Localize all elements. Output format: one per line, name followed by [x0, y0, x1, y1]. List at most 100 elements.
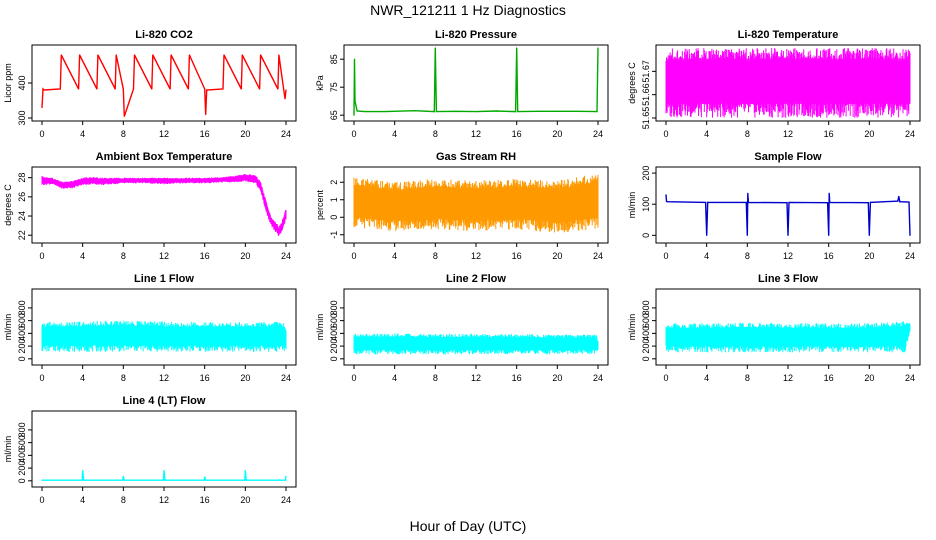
panel-9: Line 3 Flow ml/min 0 4 8 12 16 20 24 0 20040060080… [627, 273, 921, 383]
y-axis-label: ml/min [3, 436, 13, 463]
data-point [898, 195, 900, 198]
panel-2: Li-820 Pressure kPa 0 4 8 12 16 20 24 65 75 85 [315, 29, 609, 139]
data-point [897, 200, 899, 202]
data-point [556, 110, 558, 112]
data-point [354, 100, 356, 102]
data-point [114, 88, 116, 90]
panel-title: Line 2 Flow [446, 273, 506, 285]
data-point [746, 234, 748, 236]
y-axis-label: ml/min [315, 314, 325, 341]
data-layer [665, 321, 911, 353]
y-tick-label: 400 [17, 75, 27, 90]
y-tick-label: 51.66 [641, 83, 651, 106]
data-point [132, 88, 135, 90]
data-point [829, 201, 831, 203]
x-tick-label: 16 [512, 129, 522, 139]
x-tick-label: 24 [593, 129, 603, 139]
x-tick-label: 4 [80, 373, 85, 383]
data-point [152, 54, 154, 56]
data-point [59, 88, 61, 90]
x-tick-label: 8 [433, 251, 438, 261]
data-point [414, 110, 416, 112]
data-point [204, 88, 206, 90]
data-point [597, 47, 599, 49]
data-point [353, 114, 355, 116]
data-point [123, 115, 125, 117]
data-point [79, 54, 81, 56]
x-tick-label: 20 [240, 495, 250, 505]
x-tick-label: 16 [200, 373, 210, 383]
panel-title: Li-820 Pressure [435, 29, 517, 41]
x-tick-label: 20 [552, 373, 562, 383]
panel-title: Line 4 (LT) Flow [123, 395, 206, 407]
data-point [435, 110, 437, 113]
panel-6: Sample Flow ml/min 0 4 8 12 16 20 24 0 100 200 [627, 151, 921, 261]
data-point [284, 479, 287, 481]
data-point [515, 110, 517, 113]
data-point [786, 202, 788, 204]
data-point [475, 110, 477, 113]
y-axis-label: Licor ppm [3, 63, 13, 103]
x-tick-label: 0 [351, 373, 356, 383]
data-layer [41, 320, 287, 352]
data-layer [665, 48, 911, 118]
x-tick-label: 20 [864, 373, 874, 383]
data-point [827, 202, 829, 204]
data-point [151, 88, 153, 90]
x-tick-label: 24 [905, 251, 915, 261]
x-tick-label: 12 [159, 251, 169, 261]
data-point [244, 470, 246, 472]
data-point [163, 470, 165, 472]
y-axis-label: ml/min [3, 314, 13, 341]
data-point [867, 202, 869, 204]
y-tick-label: 600 [17, 435, 27, 450]
data-point [162, 479, 165, 481]
x-tick-label: 20 [240, 251, 250, 261]
panel-8: Line 2 Flow ml/min 0 4 8 12 16 20 24 0 20040060080… [315, 273, 609, 383]
data-point [169, 88, 171, 90]
x-tick-label: 12 [783, 129, 793, 139]
x-tick-label: 8 [745, 373, 750, 383]
x-tick-label: 12 [783, 373, 793, 383]
data-point [707, 201, 709, 203]
data-point [223, 54, 225, 56]
y-tick-label: -1 [329, 231, 339, 239]
data-point [96, 88, 98, 90]
x-tick-label: 16 [200, 495, 210, 505]
x-tick-label: 0 [39, 129, 44, 139]
data-point [495, 110, 497, 112]
data-point [170, 54, 172, 56]
y-tick-label: 24 [17, 211, 27, 221]
y-axis-label: ml/min [627, 192, 637, 219]
x-tick-label: 16 [512, 373, 522, 383]
data-point [665, 194, 667, 196]
data-point [133, 54, 136, 56]
data-point [41, 479, 43, 481]
x-tick-label: 20 [240, 129, 250, 139]
y-tick-label: 400 [329, 326, 339, 341]
data-point [206, 89, 208, 91]
data-point [205, 113, 207, 116]
y-tick-label: 600 [641, 313, 651, 328]
x-tick-label: 8 [121, 495, 126, 505]
panel-title: Sample Flow [754, 151, 822, 163]
y-tick-label: 65 [329, 110, 339, 120]
x-tick-label: 0 [663, 251, 668, 261]
y-tick-label: 300 [17, 110, 27, 125]
x-tick-label: 20 [552, 251, 562, 261]
data-layer [665, 192, 911, 236]
y-tick-label: 51.67 [641, 60, 651, 83]
plot-frame [343, 44, 609, 122]
data-layer [353, 333, 599, 355]
panel-7: Line 1 Flow ml/min 0 4 8 12 16 20 24 0 20040060080… [3, 273, 297, 383]
data-point [356, 110, 358, 112]
data-point [241, 54, 243, 56]
x-tick-label: 16 [824, 251, 834, 261]
y-tick-label: 800 [17, 300, 27, 315]
y-tick-label: 2 [329, 180, 339, 185]
data-point [97, 54, 99, 56]
x-tick-label: 20 [240, 373, 250, 383]
panel-10: Line 4 (LT) Flow ml/min 0 4 8 12 16 20 24 0 200400… [3, 395, 297, 505]
data-point [82, 470, 84, 472]
data-point [747, 201, 749, 203]
